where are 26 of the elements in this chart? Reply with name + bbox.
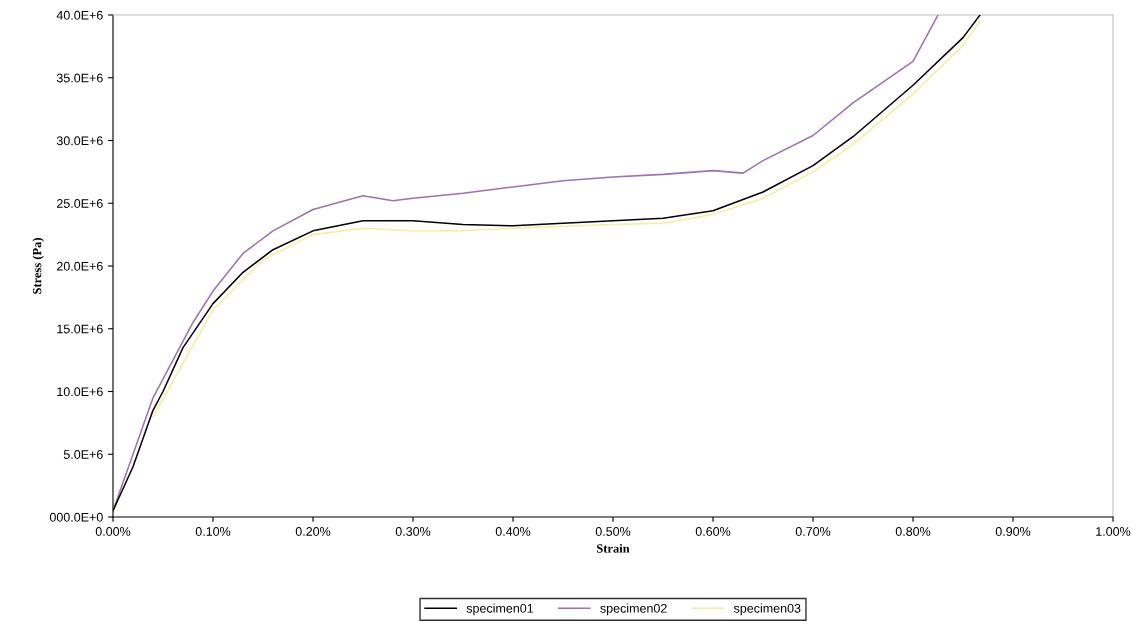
y-tick-label: 5.0E+6 <box>63 450 103 459</box>
y-tick-label: 30.0E+6 <box>56 136 103 146</box>
legend-label: specimen03 <box>733 603 801 616</box>
x-tick-label: 0.10% <box>195 527 231 536</box>
y-tick-label: 20.0E+6 <box>56 261 103 271</box>
x-tick-label: 0.30% <box>395 527 431 536</box>
x-tick-label: 0.40% <box>495 527 531 536</box>
x-axis-title: Strain <box>597 543 630 553</box>
y-tick-label: 10.0E+6 <box>57 387 103 397</box>
legend-label: specimen02 <box>600 603 667 616</box>
x-tick-label: 0.50% <box>595 527 631 536</box>
x-tick-label: 0.80% <box>895 527 931 536</box>
x-tick-label: 1.00% <box>1096 527 1131 536</box>
x-tick-label: 0.60% <box>695 527 731 536</box>
x-tick-label: 0.00% <box>95 527 131 536</box>
legend-label: specimen01 <box>466 603 534 616</box>
y-tick-label: 000.0E+0 <box>49 512 103 522</box>
y-tick-label: 40.0E+6 <box>56 10 103 20</box>
x-tick-label: 0.20% <box>295 527 331 536</box>
y-tick-label: 25.0E+6 <box>56 199 103 208</box>
y-axis-title: Stress (Pa) <box>32 238 44 294</box>
x-tick-label: 0.90% <box>995 527 1031 536</box>
y-tick-label: 35.0E+6 <box>56 73 103 83</box>
x-tick-label: 0.70% <box>795 527 831 536</box>
line-series <box>152 20 981 418</box>
y-tick-label: 15.0E+6 <box>57 324 103 334</box>
